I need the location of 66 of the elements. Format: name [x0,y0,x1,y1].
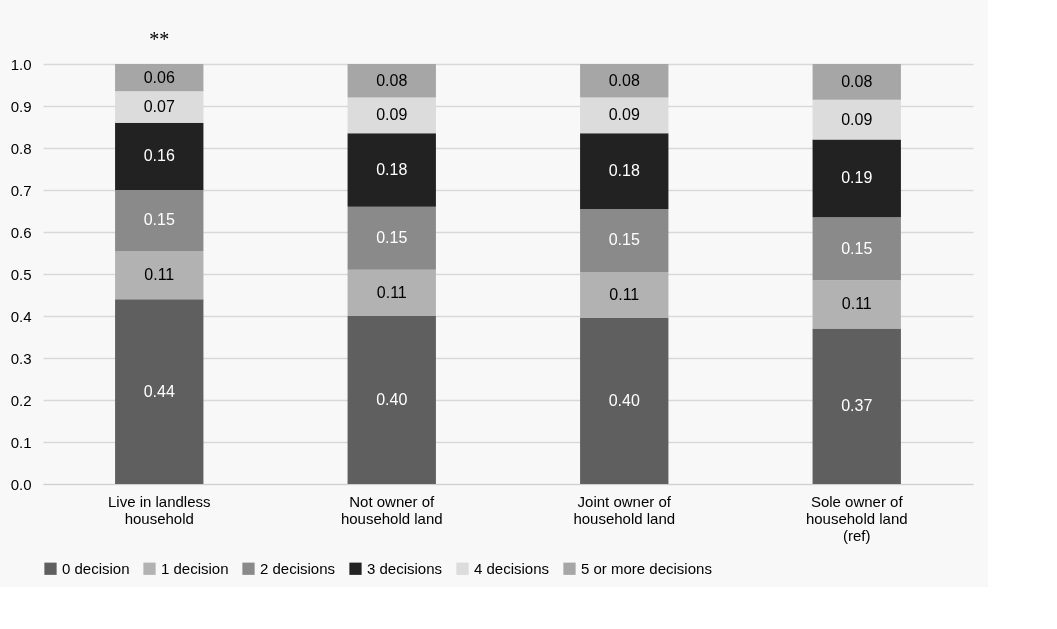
data-label: 0.40 [376,391,408,408]
data-label: 0.11 [841,295,872,313]
bar [115,250,204,300]
x-tick-label: Joint owner of household land [573,492,676,527]
bar [580,208,669,272]
y-tick-label: 0.7 [10,181,32,199]
bar [115,64,204,92]
annotation: ** [149,28,170,50]
data-label: 0.16 [143,147,175,165]
data-label: 0.44 [143,382,175,400]
data-label: 0.06 [143,68,175,86]
y-tick-label: 1.0 [10,55,32,73]
y-tick-label: 0.4 [10,307,32,325]
bar [115,190,204,251]
y-tick-label: 0.6 [10,223,32,241]
data-label: 0.08 [376,71,408,89]
x-tick-label: Live in landless household [107,492,211,527]
legend-label: 4 decisions [474,559,550,577]
bar [580,318,669,484]
data-label: 0.09 [841,110,873,128]
data-label: 0.37 [841,397,873,415]
bar [115,299,204,484]
data-label: 0.11 [609,286,640,303]
bar [347,64,436,98]
bar [580,64,669,98]
bar [812,64,901,100]
bar [115,122,204,190]
data-label: 0.08 [841,72,873,90]
y-tick-label: 0.2 [10,391,32,409]
y-tick-label: 0.3 [10,349,32,367]
legend-label: 2 decisions [260,559,336,577]
y-tick-label: 0.0 [10,475,32,493]
bar [580,133,669,209]
bar [347,133,436,207]
bar [812,328,901,484]
bar [347,206,436,270]
data-label: 0.09 [608,106,640,124]
bar [812,280,901,329]
bar [812,217,901,281]
x-tick-label: Not owner of household land [340,492,443,527]
bar [812,139,901,218]
data-label: 0.11 [144,266,175,284]
bar [580,271,669,319]
legend-label: 3 decisions [367,559,443,577]
data-label: 0.15 [608,231,640,249]
data-label: 0.15 [376,229,408,247]
data-label: 0.19 [841,169,873,187]
data-label: 0.07 [143,98,175,116]
data-label: 0.09 [376,106,408,124]
data-label: 0.08 [608,71,640,89]
data-label: 0.15 [841,239,873,257]
y-tick-label: 0.9 [10,97,32,115]
legend-label: 5 or more decisions [581,559,712,577]
data-label: 0.11 [376,283,407,301]
y-tick-label: 0.8 [10,139,32,157]
y-tick-label: 0.1 [10,433,32,451]
legend-label: 1 decision [161,559,229,577]
legend-label: 0 decision [62,559,130,577]
data-label: 0.40 [608,392,640,410]
data-label: 0.18 [608,162,640,180]
data-label: 0.15 [143,211,175,229]
bar [347,316,436,484]
y-tick-label: 0.5 [10,265,32,283]
data-label: 0.18 [376,161,408,179]
x-tick-label: Sole owner of household land (ref) [805,492,908,544]
bar [347,269,436,316]
